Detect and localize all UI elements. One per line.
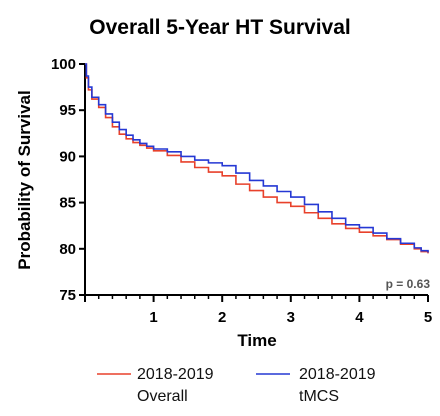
x-tick-label: 3: [287, 309, 295, 326]
y-tick-label: 90: [59, 148, 76, 165]
series-line-overall: [85, 63, 429, 254]
x-tick-label: 5: [424, 309, 432, 326]
series-line-tmcs: [85, 63, 429, 253]
y-tick-label: 95: [59, 102, 76, 119]
x-tick-label: 4: [355, 309, 364, 326]
legend-label-line2: Overall: [137, 388, 188, 405]
y-tick-label: 100: [51, 56, 76, 73]
x-axis-title: Time: [237, 331, 276, 350]
y-tick-label: 85: [59, 195, 76, 212]
y-tick-label: 80: [59, 241, 76, 258]
x-tick-label: 2: [218, 309, 226, 326]
legend-label-line1: 2018-2019: [299, 366, 376, 383]
p-value-annotation: p = 0.63: [386, 277, 431, 291]
chart-title: Overall 5-Year HT Survival: [89, 16, 350, 39]
legend-label-line2: tMCS: [299, 388, 339, 405]
x-tick-label: 1: [149, 309, 157, 326]
legend-label-line1: 2018-2019: [137, 366, 214, 383]
y-axis-title: Probability of Survival: [15, 90, 34, 270]
y-tick-label: 75: [59, 287, 76, 304]
